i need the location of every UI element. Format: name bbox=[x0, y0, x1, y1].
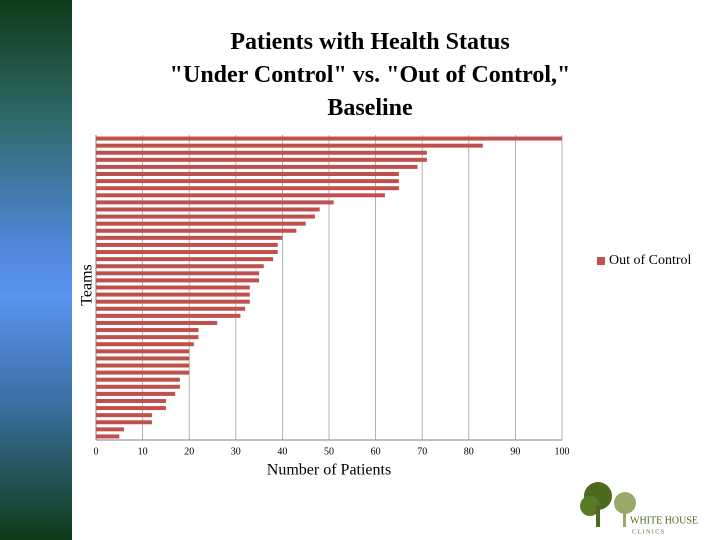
bar bbox=[96, 179, 399, 184]
bar bbox=[96, 278, 260, 283]
bar bbox=[96, 257, 274, 262]
bar bbox=[96, 172, 399, 177]
x-axis-label: Number of Patients bbox=[267, 462, 391, 479]
x-tick-label: 80 bbox=[464, 446, 474, 457]
x-tick-label: 10 bbox=[138, 446, 148, 457]
x-tick-label: 30 bbox=[231, 446, 241, 457]
bar bbox=[96, 207, 320, 212]
bar bbox=[96, 434, 120, 439]
bar bbox=[96, 221, 306, 226]
sidebar bbox=[0, 0, 72, 540]
bar bbox=[96, 306, 246, 311]
logo-tree bbox=[580, 496, 600, 516]
bar bbox=[96, 292, 250, 297]
chart-title: Patients with Health Status "Under Contr… bbox=[169, 29, 571, 121]
bar bbox=[96, 384, 180, 389]
bar bbox=[96, 235, 283, 240]
bar bbox=[96, 193, 385, 198]
bar bbox=[96, 150, 427, 155]
bar bbox=[96, 391, 176, 396]
bar bbox=[96, 214, 316, 219]
bar bbox=[96, 413, 152, 418]
logo-trunk bbox=[623, 510, 626, 527]
x-tick-label: 20 bbox=[184, 446, 194, 457]
x-tick-label: 70 bbox=[417, 446, 427, 457]
legend-swatch bbox=[597, 257, 605, 265]
x-tick-label: 40 bbox=[277, 446, 287, 457]
bar bbox=[96, 320, 218, 325]
bar bbox=[96, 370, 190, 375]
bar bbox=[96, 342, 194, 347]
bar bbox=[96, 313, 241, 318]
x-tick-label: 0 bbox=[94, 446, 99, 457]
bar bbox=[96, 406, 166, 411]
bar bbox=[96, 143, 483, 148]
x-tick-label: 60 bbox=[371, 446, 381, 457]
bar bbox=[96, 398, 166, 403]
bar bbox=[96, 299, 250, 304]
bar bbox=[96, 136, 562, 141]
bar bbox=[96, 264, 264, 269]
bar bbox=[96, 285, 250, 290]
bar bbox=[96, 377, 180, 382]
bar bbox=[96, 363, 190, 368]
bar bbox=[96, 427, 124, 432]
legend-label: Out of Control bbox=[609, 253, 692, 268]
bar bbox=[96, 200, 334, 205]
x-tick-label: 90 bbox=[510, 446, 520, 457]
logo-subtext: C L I N I C S bbox=[632, 529, 664, 535]
bar bbox=[96, 271, 260, 276]
bar bbox=[96, 157, 427, 162]
bar bbox=[96, 186, 399, 191]
logo: WHITE HOUSE C L I N I C S bbox=[580, 482, 698, 535]
bar bbox=[96, 335, 199, 340]
x-tick-label: 50 bbox=[324, 446, 334, 457]
bar bbox=[96, 356, 190, 361]
bar bbox=[96, 164, 418, 169]
logo-tree bbox=[614, 492, 636, 514]
logo-trunk bbox=[596, 505, 600, 527]
x-tick-label: 100 bbox=[555, 446, 570, 457]
bar bbox=[96, 242, 278, 247]
bar bbox=[96, 228, 297, 233]
bar bbox=[96, 420, 152, 425]
y-axis-label: Teams bbox=[79, 264, 96, 306]
bar bbox=[96, 349, 190, 354]
logo-text: WHITE HOUSE bbox=[630, 515, 698, 526]
bar bbox=[96, 328, 199, 333]
bar bbox=[96, 250, 278, 255]
